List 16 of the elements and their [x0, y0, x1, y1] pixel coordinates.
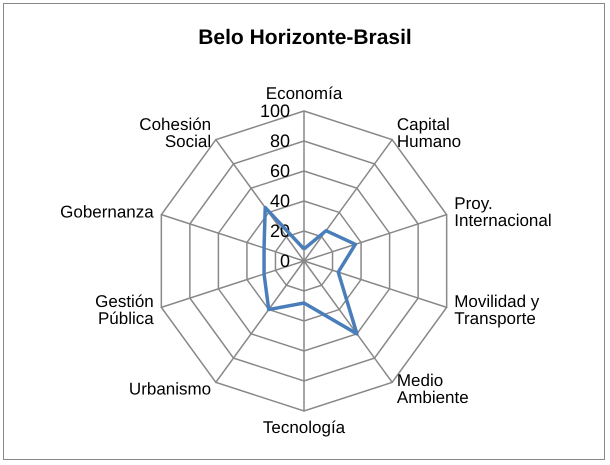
- spoke-label: Movilidad y Transporte: [454, 292, 540, 328]
- y-tick-label: 60: [270, 161, 290, 181]
- chart-title: Belo Horizonte-Brasil: [198, 26, 412, 49]
- spoke-label: Economía: [266, 84, 343, 104]
- y-tick-label: 0: [280, 251, 290, 271]
- y-tick-label: 40: [270, 191, 290, 211]
- spoke-label: Tecnología: [262, 418, 346, 437]
- spoke-label: Cohesión Social: [139, 115, 212, 152]
- spoke-label: Medio Ambiente: [396, 370, 469, 407]
- y-tick-label: 100: [260, 101, 290, 121]
- spoke-label: Gobernanza: [60, 202, 154, 222]
- spoke-label: Gestión Pública: [95, 292, 154, 328]
- spoke-label: Proy. Internacional: [454, 194, 552, 230]
- spoke-label: Capital Humano: [396, 115, 462, 152]
- spoke-label: Urbanismo: [128, 379, 212, 398]
- y-tick-label: 80: [270, 131, 290, 151]
